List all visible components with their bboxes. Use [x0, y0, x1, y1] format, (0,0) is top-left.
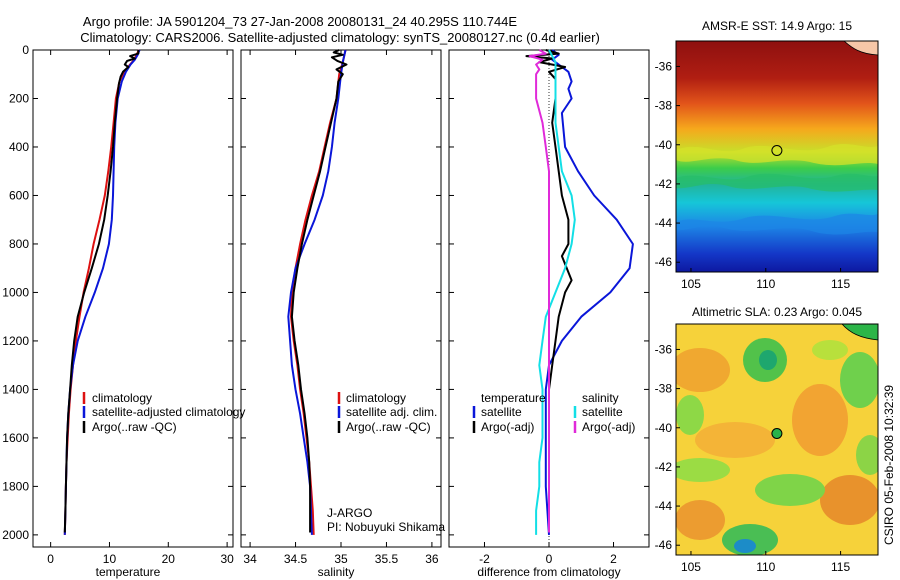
- series-line-salinity-satellite: [535, 49, 576, 535]
- difference-axis-label: difference from climatology: [477, 565, 620, 579]
- sst-map-frame: [675, 40, 879, 273]
- sla-map-frame: [675, 323, 879, 556]
- legend-label-climatology: climatology: [346, 391, 406, 405]
- temperature-legend: climatology satellite-adjusted climatolo…: [82, 391, 245, 434]
- x-tick-label: 10: [103, 552, 117, 566]
- temperature-axis-label: temperature: [96, 565, 161, 579]
- lat-tick-label: -42: [655, 460, 673, 474]
- lon-tick-label: 105: [681, 277, 701, 291]
- sst-map-lat-ticks: -36 -38 -40 -42 -44 -46: [655, 59, 680, 269]
- legend-label-sal-satellite: satellite: [582, 405, 623, 419]
- depth-tick-label: 1400: [2, 382, 29, 396]
- sst-map-panel: AMSR-E SST: 14.9 Argo: 15 -36 -38 -40 -42 -4…: [655, 19, 879, 291]
- sst-heatmap: [676, 41, 878, 272]
- csiro-timestamp: CSIRO 05-Feb-2008 10:32:39: [882, 385, 896, 545]
- lat-tick-label: -44: [655, 216, 673, 230]
- lon-tick-label: 110: [756, 560, 775, 574]
- lon-tick-label: 115: [831, 277, 850, 291]
- series-line-argo-raw-qc: [63, 50, 140, 533]
- depth-tick-label: 600: [9, 188, 29, 202]
- salinity-axes-frame: [240, 49, 442, 548]
- difference-legend: temperature salinity satellite Argo(-adj…: [472, 391, 635, 434]
- difference-profile-panel: -2 0 2 difference from climatology tempera…: [448, 49, 650, 579]
- lat-tick-label: -42: [655, 177, 673, 191]
- difference-series: [525, 49, 634, 535]
- series-line-satellite-adj-clim: [287, 49, 347, 535]
- depth-tick-label: 200: [9, 91, 29, 105]
- temperature-axis-ticks: 0 10 20 30: [47, 50, 234, 566]
- depth-tick-label: 1200: [2, 334, 29, 348]
- legend-header-temperature: temperature: [481, 391, 546, 405]
- sla-map-lon-ticks: 105 110 115: [681, 551, 850, 574]
- lat-tick-label: -36: [655, 342, 673, 356]
- sst-argo-location-marker: [771, 145, 783, 156]
- depth-tick-label: 400: [9, 140, 29, 154]
- program-annotation: J-ARGO: [327, 506, 372, 520]
- depth-tick-label: 800: [9, 237, 29, 251]
- temperature-profile-panel: 0 200 400 600 800 1000 1200 1400 1600 1800 2000 0 1…: [2, 43, 245, 579]
- temperature-series: [63, 49, 141, 535]
- series-line-temperature-satellite: [544, 49, 634, 535]
- lat-tick-label: -40: [655, 421, 673, 435]
- depth-tick-label: 2000: [2, 528, 29, 542]
- x-tick-label: 30: [220, 552, 234, 566]
- lat-tick-label: -46: [655, 538, 673, 552]
- salinity-axis-ticks: 34 34.5 35 35.5 36: [243, 50, 439, 566]
- salinity-axis-label: salinity: [318, 565, 355, 579]
- salinity-legend: climatology satellite adj. clim. Argo(..…: [337, 391, 437, 434]
- lon-tick-label: 110: [756, 277, 775, 291]
- legend-label-argo: Argo(..raw -QC): [346, 420, 431, 434]
- legend-label-satellite-adjusted: satellite-adjusted climatology: [92, 405, 245, 419]
- temperature-axes-frame: [32, 49, 234, 548]
- series-line-salinity-argo-adj: [528, 49, 550, 533]
- lat-tick-label: -46: [655, 255, 673, 269]
- lat-tick-label: -44: [655, 499, 673, 513]
- depth-tick-label: 1000: [2, 285, 29, 299]
- pi-annotation: PI: Nobuyuki Shikama: [327, 520, 445, 534]
- series-line-satellite-adjusted-climatology: [63, 49, 141, 535]
- x-tick-label: 20: [162, 552, 176, 566]
- x-tick-label: 0: [546, 552, 553, 566]
- depth-axis-ticks: 0 200 400 600 800 1000 1200 1400 1600 1800 2000: [2, 43, 29, 542]
- x-tick-label: 34: [243, 552, 257, 566]
- depth-tick-label: 1800: [2, 479, 29, 493]
- sst-map-title: AMSR-E SST: 14.9 Argo: 15: [702, 19, 852, 33]
- lat-tick-label: -38: [655, 382, 673, 396]
- x-tick-label: 36: [425, 552, 439, 566]
- legend-label-argo: Argo(..raw -QC): [92, 420, 177, 434]
- series-line-climatology: [290, 49, 347, 535]
- sla-map-lat-ticks: -36 -38 -40 -42 -44 -46: [655, 342, 680, 552]
- sst-map-lon-ticks: 105 110 115: [681, 268, 850, 291]
- salinity-profile-panel: 34 34.5 35 35.5 36 salinity climatology sate…: [240, 49, 445, 579]
- lon-tick-label: 115: [831, 560, 850, 574]
- legend-header-salinity: salinity: [582, 391, 619, 405]
- depth-tick-label: 0: [22, 43, 29, 57]
- legend-label-climatology: climatology: [92, 391, 152, 405]
- figure-title-line2: Climatology: CARS2006. Satellite-adjuste…: [80, 30, 600, 45]
- series-line-argo-raw-qc: [290, 49, 348, 533]
- lat-tick-label: -38: [655, 99, 673, 113]
- x-tick-label: -2: [479, 552, 490, 566]
- legend-label-satellite-adj: satellite adj. clim.: [346, 405, 437, 419]
- sla-heatmap: [676, 324, 878, 555]
- legend-label-temp-argo: Argo(-adj): [481, 420, 534, 434]
- sla-map-panel: Altimetric SLA: 0.23 Argo: 0.045 -36-38-…: [655, 305, 879, 574]
- figure-title-line1: Argo profile: JA 5901204_73 27-Jan-2008 …: [83, 14, 518, 29]
- depth-tick-label: 1600: [2, 431, 29, 445]
- series-line-climatology: [63, 49, 140, 535]
- lat-tick-label: -40: [655, 138, 673, 152]
- lon-tick-label: 105: [681, 560, 701, 574]
- legend-label-temp-satellite: satellite: [481, 405, 522, 419]
- sla-argo-location-marker: [771, 428, 783, 439]
- x-tick-label: 2: [610, 552, 617, 566]
- lat-tick-label: -36: [655, 59, 673, 73]
- x-tick-label: 34.5: [284, 552, 308, 566]
- legend-label-sal-argo: Argo(-adj): [582, 420, 635, 434]
- x-tick-label: 35: [334, 552, 348, 566]
- x-tick-label: 0: [47, 552, 54, 566]
- sla-map-title: Altimetric SLA: 0.23 Argo: 0.045: [692, 305, 862, 319]
- x-tick-label: 35.5: [375, 552, 399, 566]
- salinity-series: [287, 49, 348, 535]
